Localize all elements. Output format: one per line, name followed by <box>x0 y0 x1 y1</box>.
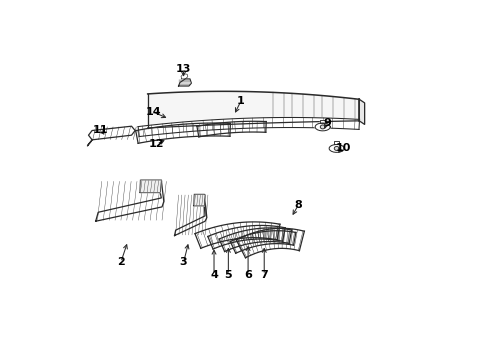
Text: 6: 6 <box>244 270 251 280</box>
Polygon shape <box>174 194 206 235</box>
Polygon shape <box>328 144 344 152</box>
Polygon shape <box>136 123 230 143</box>
Text: 1: 1 <box>237 96 244 106</box>
Text: 14: 14 <box>145 107 161 117</box>
Polygon shape <box>315 123 329 131</box>
Polygon shape <box>219 228 291 252</box>
Text: 11: 11 <box>92 125 108 135</box>
Text: 9: 9 <box>323 118 330 128</box>
Polygon shape <box>96 180 163 221</box>
Polygon shape <box>207 225 285 249</box>
Text: 12: 12 <box>148 139 164 149</box>
Polygon shape <box>140 180 161 193</box>
Polygon shape <box>334 141 338 144</box>
Polygon shape <box>138 117 359 136</box>
Polygon shape <box>197 121 265 137</box>
Polygon shape <box>88 126 135 140</box>
Polygon shape <box>236 228 304 258</box>
Polygon shape <box>359 99 364 125</box>
Text: 2: 2 <box>117 257 124 267</box>
Polygon shape <box>87 140 92 146</box>
Text: 4: 4 <box>210 270 218 280</box>
Text: 10: 10 <box>335 143 350 153</box>
Polygon shape <box>334 147 338 150</box>
Text: 13: 13 <box>176 64 191 74</box>
Text: 3: 3 <box>180 257 187 267</box>
Polygon shape <box>147 91 359 128</box>
Polygon shape <box>195 222 279 248</box>
Polygon shape <box>178 79 191 86</box>
Polygon shape <box>230 231 295 253</box>
Polygon shape <box>193 194 204 206</box>
Polygon shape <box>320 125 325 129</box>
Polygon shape <box>320 120 325 123</box>
Text: 5: 5 <box>224 270 232 280</box>
Text: 8: 8 <box>294 200 302 210</box>
Text: 7: 7 <box>260 270 267 280</box>
